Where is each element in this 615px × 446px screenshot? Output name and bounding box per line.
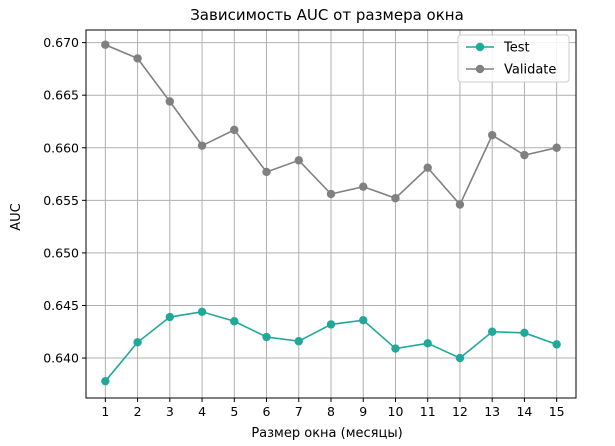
data-point-test xyxy=(520,328,529,338)
x-tick-label: 1 xyxy=(101,404,109,419)
x-tick-label: 13 xyxy=(484,404,500,419)
data-point-test xyxy=(552,340,561,349)
data-point-test xyxy=(262,332,271,342)
data-point-validate xyxy=(165,97,175,106)
data-point-test xyxy=(101,376,110,386)
data-point-test xyxy=(487,327,497,336)
legend-label-test: Test xyxy=(503,41,530,56)
data-point-validate xyxy=(423,163,432,172)
x-tick-label: 3 xyxy=(166,404,174,419)
y-tick-label: 0.650 xyxy=(43,245,79,260)
x-tick-label: 7 xyxy=(295,404,303,419)
legend: Test Validate xyxy=(457,34,570,83)
data-point-validate xyxy=(520,150,529,160)
series-layer xyxy=(101,40,561,386)
data-point-validate xyxy=(455,200,465,209)
y-tick-label: 0.660 xyxy=(43,140,79,155)
data-point-validate xyxy=(262,167,271,177)
grid-lines xyxy=(86,30,576,398)
data-point-validate xyxy=(326,189,336,199)
x-tick-label: 6 xyxy=(263,404,271,419)
y-axis-title: AUC xyxy=(9,203,24,231)
x-tick-label: 4 xyxy=(198,404,206,419)
data-point-test xyxy=(359,315,368,325)
x-tick-label: 12 xyxy=(452,404,468,419)
axis-ticks: 1 2 3 4 5 6 7 8 9 10 11 12 13 14 150.6400.6450.6500.65… xyxy=(43,35,564,419)
data-point-test xyxy=(133,338,142,347)
y-tick-label: 0.640 xyxy=(43,351,79,366)
x-tick-label: 2 xyxy=(134,404,142,419)
chart-title: Зависимость AUC от размера окна xyxy=(190,6,464,24)
data-point-test xyxy=(165,312,175,322)
data-point-test xyxy=(326,320,336,329)
legend-marker-test xyxy=(475,42,485,52)
data-point-test xyxy=(294,337,303,346)
y-tick-label: 0.670 xyxy=(43,35,79,50)
x-tick-label: 9 xyxy=(359,404,367,419)
x-tick-label: 15 xyxy=(549,404,565,419)
data-point-validate xyxy=(197,141,207,150)
y-tick-label: 0.645 xyxy=(43,298,79,313)
data-point-validate xyxy=(101,40,110,49)
data-point-validate xyxy=(133,54,142,63)
x-tick-label: 11 xyxy=(420,404,436,419)
x-tick-label: 14 xyxy=(516,404,532,419)
x-tick-label: 10 xyxy=(388,404,404,419)
data-point-test xyxy=(423,339,432,348)
x-tick-label: 8 xyxy=(327,404,335,419)
data-point-validate xyxy=(230,125,239,135)
x-axis-title: Размер окна (месяцы) xyxy=(251,426,402,441)
data-point-test xyxy=(455,353,465,363)
data-point-validate xyxy=(294,156,303,165)
data-point-validate xyxy=(552,143,561,152)
data-point-validate xyxy=(391,194,400,203)
data-point-test xyxy=(391,344,400,353)
legend-label-validate: Validate xyxy=(504,63,556,78)
x-tick-label: 5 xyxy=(230,404,238,419)
legend-marker-validate xyxy=(475,64,485,74)
data-point-validate xyxy=(487,130,497,140)
y-tick-label: 0.665 xyxy=(43,88,79,103)
y-tick-label: 0.655 xyxy=(43,193,79,208)
data-point-test xyxy=(230,317,239,326)
data-point-test xyxy=(197,307,207,316)
data-point-validate xyxy=(359,182,368,191)
